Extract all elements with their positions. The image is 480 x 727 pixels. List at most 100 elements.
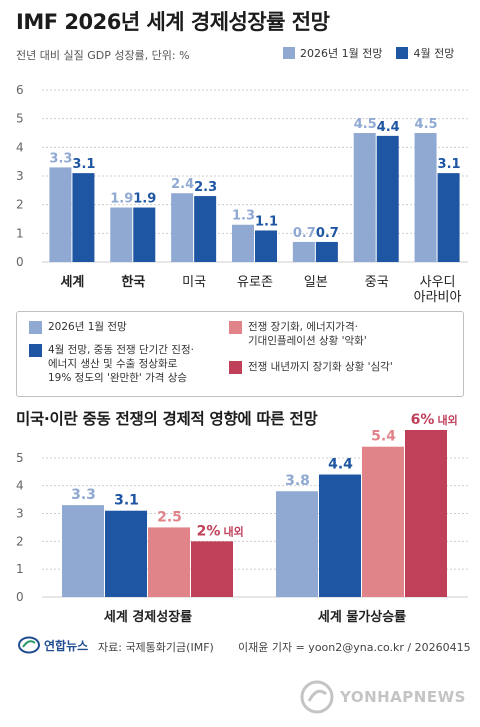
y-tick-label: 2 bbox=[16, 534, 24, 548]
y-tick-label: 5 bbox=[16, 112, 24, 126]
y-tick-label: 0 bbox=[16, 590, 24, 604]
legend-swatch bbox=[229, 321, 242, 334]
data-label: 2.5 bbox=[157, 509, 182, 525]
data-label: 3.1 bbox=[438, 157, 461, 172]
y-tick-label: 1 bbox=[16, 226, 24, 240]
data-label: 2.3 bbox=[194, 180, 217, 195]
data-label: 3.1 bbox=[114, 493, 139, 509]
data-label: 4.5 bbox=[354, 117, 377, 132]
x-tick-label: 중국 bbox=[365, 275, 389, 290]
watermark-text: YONHAPNEWS bbox=[340, 688, 466, 706]
x-tick-label: 세계 경제성장률 bbox=[104, 609, 192, 625]
bar bbox=[191, 541, 233, 597]
bar bbox=[362, 446, 404, 597]
y-tick-label: 4 bbox=[16, 140, 24, 154]
legend-label: 2026년 1월 전망 bbox=[48, 321, 127, 333]
x-tick-label: 세계 물가상승률 bbox=[318, 610, 406, 625]
bar bbox=[292, 241, 315, 262]
credit-text: 이재윤 기자 = yoon2@yna.co.kr / 20260415 bbox=[238, 641, 471, 654]
bar bbox=[72, 173, 95, 262]
data-label-suffix: 내외 bbox=[438, 413, 458, 427]
data-label: 3.3 bbox=[71, 487, 96, 503]
bar bbox=[171, 193, 194, 262]
x-tick-label: 사우디 bbox=[420, 275, 456, 290]
legend-item-apr: 4월 전망, 중동 전쟁 단기간 진정· 에너지 생산 및 수출 정상화로 19… bbox=[29, 343, 194, 385]
legend-swatch bbox=[229, 361, 242, 374]
data-label: 1.3 bbox=[232, 209, 255, 224]
data-label: 3.1 bbox=[72, 157, 95, 172]
legend-item-prolonged: 전쟁 장기화, 에너지가격· 기대인플레이션 상황 '악화' bbox=[229, 320, 367, 348]
bar bbox=[194, 196, 217, 262]
bar bbox=[405, 430, 447, 597]
legend-item-severe: 전쟁 내년까지 장기화 상황 '심각' bbox=[229, 360, 393, 374]
y-tick-label: 5 bbox=[16, 451, 24, 465]
bar bbox=[319, 474, 361, 597]
legend-label: 4월 전망, 중동 전쟁 단기간 진정· 에너지 생산 및 수출 정상화로 19… bbox=[48, 344, 194, 384]
x-tick-label: 미국 bbox=[182, 275, 206, 290]
y-tick-label: 1 bbox=[16, 562, 24, 576]
bar bbox=[62, 505, 104, 597]
data-label: 0.7 bbox=[316, 226, 339, 241]
x-tick-label: 유로존 bbox=[237, 275, 273, 290]
y-tick-label: 4 bbox=[16, 479, 24, 493]
legend-swatch bbox=[29, 321, 42, 334]
legend-swatch-apr bbox=[396, 47, 409, 59]
legend-label-jan: 2026년 1월 전망 bbox=[300, 47, 383, 60]
data-label: 1.9 bbox=[133, 192, 156, 207]
bar bbox=[133, 207, 156, 262]
data-label: 3.8 bbox=[285, 473, 310, 489]
data-label: 4.5 bbox=[415, 117, 438, 132]
bar bbox=[49, 167, 72, 262]
yonhap-logo-icon bbox=[18, 636, 40, 654]
bar bbox=[276, 491, 318, 597]
data-label: 0.7 bbox=[293, 226, 316, 241]
legend-label-apr: 4월 전망 bbox=[413, 47, 455, 60]
data-label: 1.1 bbox=[255, 214, 278, 229]
x-tick-label: 한국 bbox=[121, 274, 145, 290]
data-label: 5.4 bbox=[371, 429, 396, 445]
legend-swatch bbox=[29, 344, 42, 357]
top-legend: 2026년 1월 전망 4월 전망 bbox=[283, 45, 454, 61]
chart-subtitle: 전년 대비 실질 GDP 성장률, 단위: % bbox=[16, 49, 190, 62]
legend-label: 전쟁 내년까지 장기화 상황 '심각' bbox=[248, 361, 393, 373]
data-label: 3.3 bbox=[49, 151, 72, 166]
watermark: YONHAPNEWS bbox=[300, 680, 466, 714]
data-label: 4.4 bbox=[377, 120, 400, 135]
data-label: 4.4 bbox=[328, 457, 353, 473]
data-label: 1.9 bbox=[110, 192, 133, 207]
bar bbox=[376, 135, 399, 262]
x-tick-label: 아라비아 bbox=[414, 290, 462, 305]
data-label: 6% bbox=[411, 412, 435, 428]
data-label: 2.4 bbox=[171, 177, 194, 192]
y-tick-label: 2 bbox=[16, 198, 24, 212]
bar bbox=[437, 173, 460, 262]
yonhap-logo: 연합뉴스 bbox=[18, 636, 88, 654]
bar bbox=[315, 241, 338, 262]
legend-swatch-jan bbox=[283, 47, 295, 59]
y-tick-label: 6 bbox=[16, 83, 24, 97]
bar bbox=[110, 207, 133, 262]
x-tick-label: 세계 bbox=[60, 275, 84, 290]
bar bbox=[414, 133, 437, 262]
y-tick-label: 3 bbox=[16, 169, 24, 183]
x-tick-label: 일본 bbox=[304, 275, 328, 290]
y-tick-label: 0 bbox=[16, 255, 24, 269]
bar bbox=[148, 527, 190, 597]
scenario-legend: 2026년 1월 전망 4월 전망, 중동 전쟁 단기간 진정· 에너지 생산 … bbox=[16, 311, 464, 397]
bar bbox=[353, 133, 376, 262]
data-label-suffix: 내외 bbox=[224, 524, 244, 538]
legend-label: 전쟁 장기화, 에너지가격· 기대인플레이션 상황 '악화' bbox=[248, 321, 367, 347]
bar bbox=[255, 230, 277, 262]
data-label: 2% bbox=[197, 523, 221, 539]
bar bbox=[105, 510, 147, 597]
source-text: 자료: 국제통화기금(IMF) bbox=[98, 641, 214, 654]
page-title: IMF 2026년 세계 경제성장률 전망 bbox=[16, 10, 330, 34]
section-title: 미국·이란 중동 전쟁의 경제적 영향에 따른 전망 bbox=[16, 410, 318, 428]
logo-text: 연합뉴스 bbox=[44, 638, 89, 653]
bar bbox=[232, 224, 254, 262]
watermark-icon bbox=[300, 680, 334, 714]
y-tick-label: 3 bbox=[16, 507, 24, 521]
legend-item-jan: 2026년 1월 전망 bbox=[29, 320, 127, 334]
